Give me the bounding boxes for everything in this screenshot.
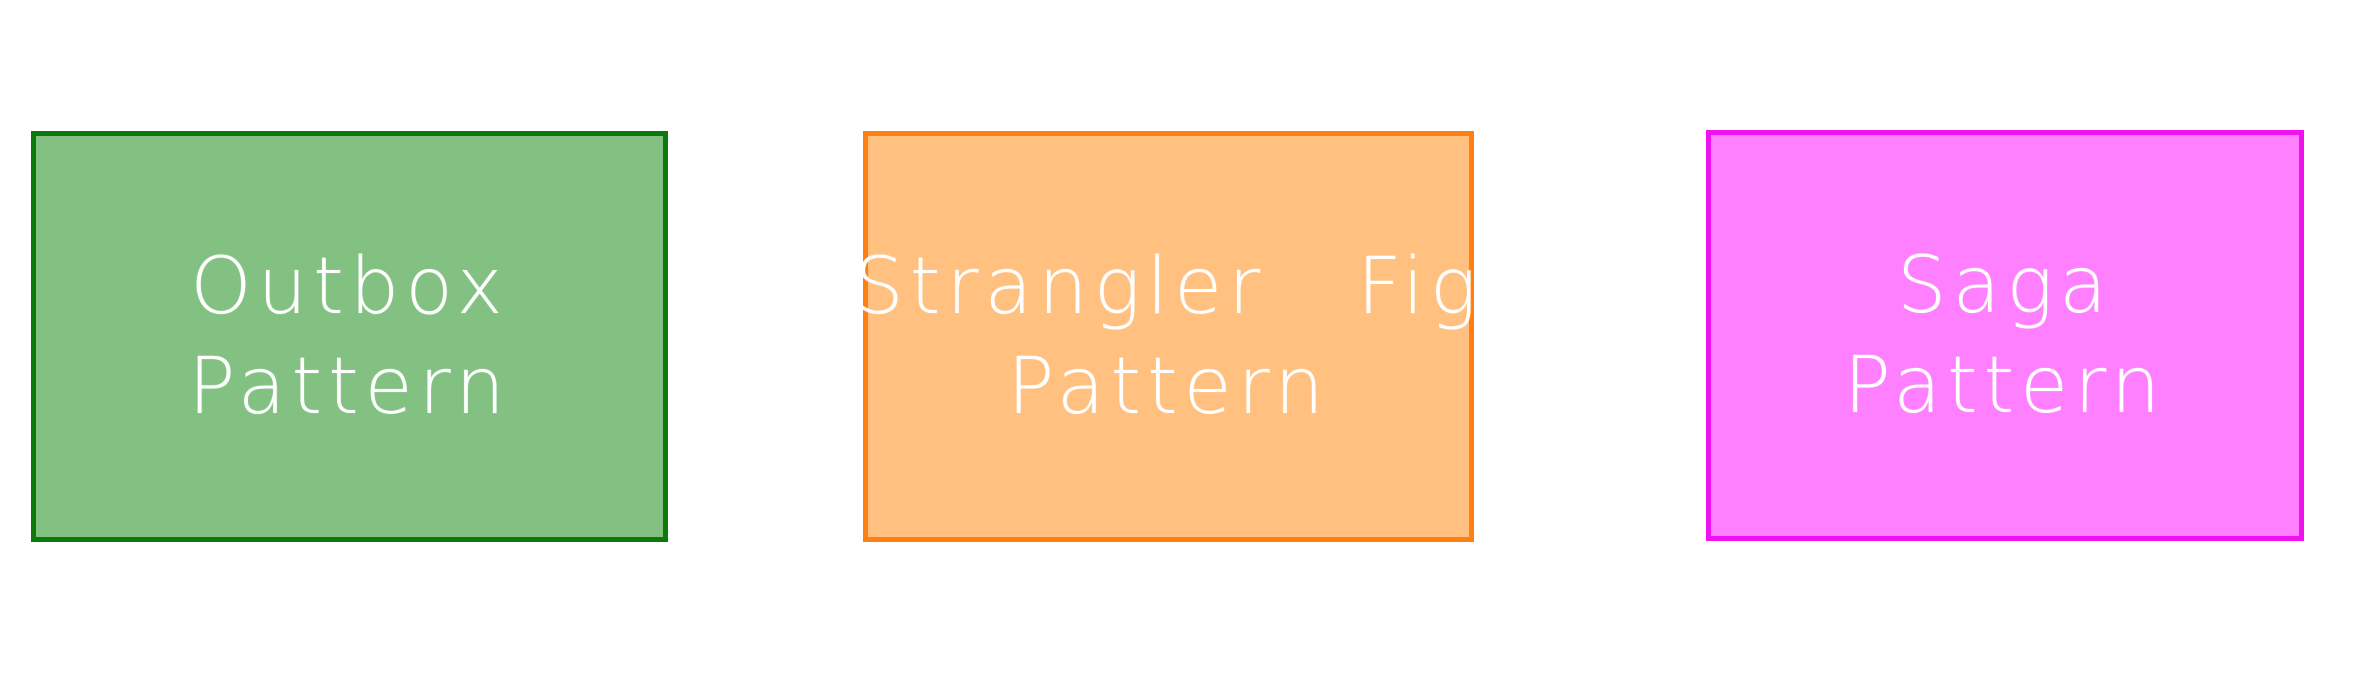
box-label-line: Pattern bbox=[1007, 341, 1330, 432]
box-label-line: Strangler Fig bbox=[854, 241, 1483, 332]
box-label-line: Pattern bbox=[188, 341, 511, 432]
box-label-line: Outbox bbox=[190, 241, 509, 332]
box-label-line: Pattern bbox=[1843, 340, 2167, 431]
saga-pattern-box[interactable]: Saga Pattern bbox=[1706, 130, 2304, 541]
box-label-line: Saga bbox=[1897, 240, 2113, 331]
outbox-pattern-box[interactable]: Outbox Pattern bbox=[31, 131, 668, 542]
strangler-fig-pattern-box[interactable]: Strangler Fig Pattern bbox=[854, 131, 1477, 542]
